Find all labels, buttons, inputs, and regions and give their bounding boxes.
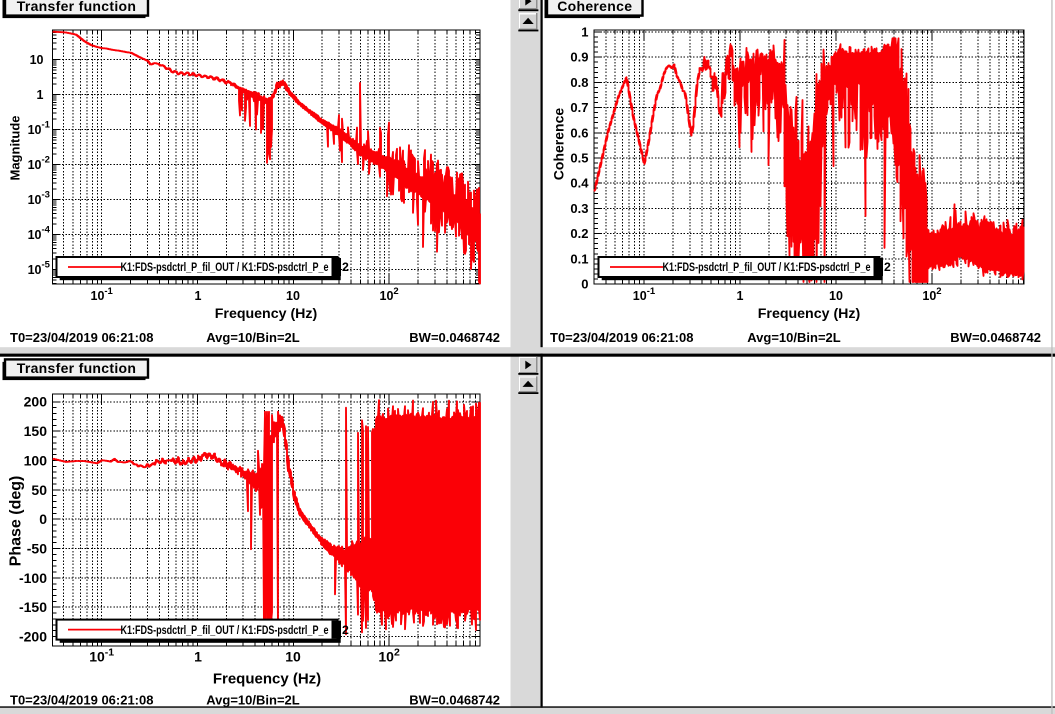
- svg-text:10: 10: [89, 649, 105, 665]
- svg-text:1: 1: [737, 289, 744, 303]
- svg-text:Avg=10/Bin=2L: Avg=10/Bin=2L: [747, 330, 841, 345]
- svg-text:0: 0: [581, 277, 588, 292]
- svg-text:1: 1: [195, 289, 202, 303]
- svg-text:10: 10: [922, 289, 936, 303]
- svg-text:0.4: 0.4: [570, 176, 589, 191]
- svg-text:2: 2: [342, 260, 349, 274]
- svg-text:-100: -100: [19, 570, 47, 586]
- svg-text:-200: -200: [19, 629, 47, 645]
- svg-text:Phase (deg): Phase (deg): [8, 476, 25, 567]
- svg-text:50: 50: [31, 482, 47, 498]
- svg-text:-1: -1: [42, 120, 51, 131]
- svg-text:-5: -5: [42, 260, 51, 271]
- svg-text:0.6: 0.6: [570, 125, 588, 140]
- svg-text:0: 0: [39, 511, 47, 527]
- svg-text:10: 10: [380, 289, 394, 303]
- svg-text:-4: -4: [42, 225, 51, 236]
- svg-text:-1: -1: [104, 286, 113, 297]
- svg-text:K1:FDS-psdctrl_P_fil_OUT / K1:: K1:FDS-psdctrl_P_fil_OUT / K1:FDS-psdctr…: [121, 623, 329, 637]
- svg-text:Coherence: Coherence: [551, 108, 567, 181]
- svg-text:Magnitude: Magnitude: [8, 116, 23, 181]
- svg-text:10: 10: [28, 263, 42, 277]
- svg-text:0.3: 0.3: [570, 201, 588, 216]
- svg-text:-2: -2: [42, 155, 50, 166]
- svg-text:Frequency (Hz): Frequency (Hz): [215, 306, 318, 322]
- svg-text:T0=23/04/2019 06:21:08: T0=23/04/2019 06:21:08: [550, 330, 693, 345]
- svg-text:10: 10: [28, 123, 42, 137]
- svg-text:10: 10: [30, 53, 44, 67]
- svg-text:T0=23/04/2019 06:21:08: T0=23/04/2019 06:21:08: [10, 330, 153, 345]
- svg-text:10: 10: [829, 289, 843, 303]
- svg-text:10: 10: [286, 289, 300, 303]
- svg-text:0.9: 0.9: [570, 50, 588, 65]
- svg-text:Avg=10/Bin=2L: Avg=10/Bin=2L: [206, 693, 300, 708]
- svg-text:-50: -50: [27, 541, 47, 557]
- svg-text:2: 2: [394, 646, 400, 658]
- svg-text:Transfer function: Transfer function: [17, 360, 136, 376]
- svg-text:150: 150: [24, 423, 48, 439]
- svg-text:-150: -150: [19, 599, 47, 615]
- svg-text:K1:FDS-psdctrl_P_fil_OUT / K1:: K1:FDS-psdctrl_P_fil_OUT / K1:FDS-psdctr…: [663, 260, 871, 274]
- svg-text:BW=0.0468742: BW=0.0468742: [409, 693, 500, 708]
- svg-text:1: 1: [194, 649, 202, 665]
- svg-text:10: 10: [378, 649, 394, 665]
- svg-text:0.8: 0.8: [570, 75, 588, 90]
- svg-text:2: 2: [393, 286, 398, 297]
- svg-text:-3: -3: [42, 190, 50, 201]
- svg-text:10: 10: [28, 228, 42, 242]
- svg-text:2: 2: [936, 286, 941, 297]
- svg-text:Transfer function: Transfer function: [17, 0, 136, 14]
- svg-text:Frequency (Hz): Frequency (Hz): [758, 306, 861, 322]
- svg-text:-1: -1: [647, 286, 656, 297]
- svg-text:1: 1: [37, 88, 44, 102]
- svg-text:10: 10: [633, 289, 647, 303]
- svg-text:200: 200: [24, 394, 48, 410]
- svg-text:2: 2: [342, 623, 349, 637]
- svg-text:10: 10: [285, 649, 301, 665]
- svg-text:0.7: 0.7: [570, 100, 588, 115]
- svg-text:0.2: 0.2: [570, 226, 588, 241]
- svg-text:-1: -1: [105, 646, 114, 658]
- svg-text:K1:FDS-psdctrl_P_fil_OUT / K1:: K1:FDS-psdctrl_P_fil_OUT / K1:FDS-psdctr…: [121, 260, 329, 274]
- svg-text:100: 100: [24, 452, 48, 468]
- svg-text:10: 10: [28, 158, 42, 172]
- svg-text:10: 10: [28, 193, 42, 207]
- svg-text:Frequency (Hz): Frequency (Hz): [213, 671, 321, 688]
- svg-text:0.5: 0.5: [570, 151, 588, 166]
- svg-text:BW=0.0468742: BW=0.0468742: [409, 330, 500, 345]
- svg-text:Coherence: Coherence: [557, 0, 632, 14]
- svg-text:10: 10: [91, 289, 105, 303]
- svg-text:1: 1: [581, 25, 588, 40]
- svg-text:2: 2: [884, 260, 891, 274]
- svg-text:0.1: 0.1: [570, 251, 588, 266]
- svg-text:BW=0.0468742: BW=0.0468742: [950, 330, 1041, 345]
- svg-text:Avg=10/Bin=2L: Avg=10/Bin=2L: [206, 330, 300, 345]
- svg-text:T0=23/04/2019 06:21:08: T0=23/04/2019 06:21:08: [10, 693, 153, 708]
